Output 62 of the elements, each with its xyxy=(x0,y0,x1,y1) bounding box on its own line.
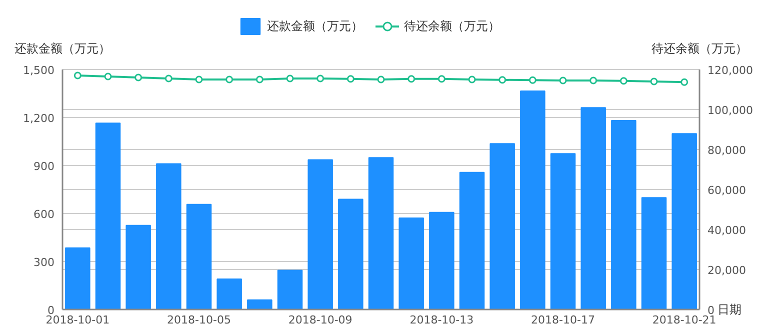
x-axis-title: 日期 xyxy=(718,302,742,316)
bar xyxy=(216,278,242,310)
y2-tick-label: 20,000 xyxy=(708,264,746,277)
bar xyxy=(580,107,606,310)
point xyxy=(104,72,112,80)
bar xyxy=(490,143,515,310)
point xyxy=(74,72,82,80)
y2-tick-label: 60,000 xyxy=(708,184,746,197)
legend-label: 待还余额（万元） xyxy=(404,18,500,34)
y2-tick-label: 120,000 xyxy=(708,64,753,77)
bar xyxy=(611,120,636,310)
y2-tick-label: 40,000 xyxy=(708,224,746,237)
y-tick-label: 600 xyxy=(34,208,55,221)
bar xyxy=(520,90,546,310)
point xyxy=(559,76,567,84)
bar xyxy=(247,299,272,310)
x-tick-label: 2018-10-17 xyxy=(531,314,595,326)
point xyxy=(286,74,294,82)
y-tick-label: 900 xyxy=(34,160,55,173)
y2-tick-label: 100,000 xyxy=(708,104,753,117)
bar xyxy=(459,172,485,310)
bar xyxy=(186,204,212,310)
bar xyxy=(65,247,90,310)
point xyxy=(134,74,142,82)
bar xyxy=(95,122,121,310)
point xyxy=(377,76,385,84)
legend-label: 还款金额（万元） xyxy=(267,18,363,34)
y2-tick-label: 80,000 xyxy=(708,144,746,157)
point xyxy=(438,75,446,83)
x-tick-label: 2018-10-13 xyxy=(410,314,474,326)
point xyxy=(195,76,203,84)
point xyxy=(408,75,416,83)
point xyxy=(528,76,536,84)
point xyxy=(346,75,354,83)
bar xyxy=(641,197,667,310)
point xyxy=(164,74,172,82)
y-tick-label: 1,200 xyxy=(23,112,55,125)
point xyxy=(256,76,264,84)
bar xyxy=(156,163,182,310)
x-tick-label: 2018-10-05 xyxy=(167,314,231,326)
point xyxy=(650,78,658,86)
point xyxy=(498,76,506,84)
bar xyxy=(398,217,424,310)
bar xyxy=(126,224,151,310)
bar xyxy=(277,270,303,310)
point xyxy=(590,76,598,84)
x-tick-label: 2018-10-09 xyxy=(288,314,352,326)
bar xyxy=(429,212,454,310)
bar xyxy=(672,133,697,310)
y-axis-title: 还款金额（万元） xyxy=(14,42,110,56)
point xyxy=(468,76,476,84)
point xyxy=(316,74,324,82)
bar xyxy=(550,153,576,310)
point xyxy=(620,77,628,85)
point xyxy=(680,78,688,86)
y2-axis-title: 待还余额（万元） xyxy=(652,42,748,56)
point xyxy=(226,76,234,84)
y-tick-label: 1,500 xyxy=(23,64,55,77)
y-tick-label: 300 xyxy=(34,256,55,269)
bar xyxy=(338,198,364,310)
bar xyxy=(368,157,394,310)
bar xyxy=(308,159,333,310)
